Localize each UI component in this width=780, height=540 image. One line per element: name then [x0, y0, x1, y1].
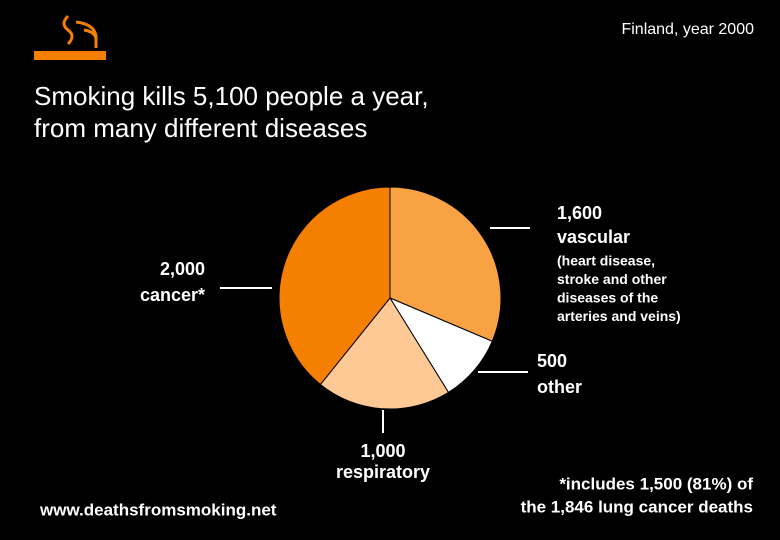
pie-slice — [278, 186, 391, 386]
annotation: diseases of the — [557, 290, 658, 306]
chart-title: Smoking kills 5,100 people a year, — [34, 81, 429, 111]
footnote: *includes 1,500 (81%) of — [559, 474, 753, 493]
footnote: the 1,846 lung cancer deaths — [521, 497, 753, 516]
value-label: 1,600 — [557, 203, 602, 223]
annotation: (heart disease, — [557, 253, 655, 269]
annotation: stroke and other — [557, 271, 667, 287]
annotation: arteries and veins) — [557, 308, 681, 324]
value-label: 2,000 — [160, 259, 205, 279]
logo-icon — [34, 14, 106, 60]
category-label: vascular — [557, 227, 630, 247]
subtitle: Finland, year 2000 — [621, 21, 754, 38]
pie-slice — [319, 297, 450, 410]
category-label: respiratory — [336, 462, 430, 482]
pie-slice — [389, 186, 502, 342]
category-label: cancer* — [140, 285, 205, 305]
chart-title: from many different diseases — [34, 113, 367, 143]
source: www.deathsfromsmoking.net — [39, 500, 277, 519]
value-label: 500 — [537, 351, 567, 371]
value-label: 1,000 — [360, 441, 405, 461]
category-label: other — [537, 377, 582, 397]
